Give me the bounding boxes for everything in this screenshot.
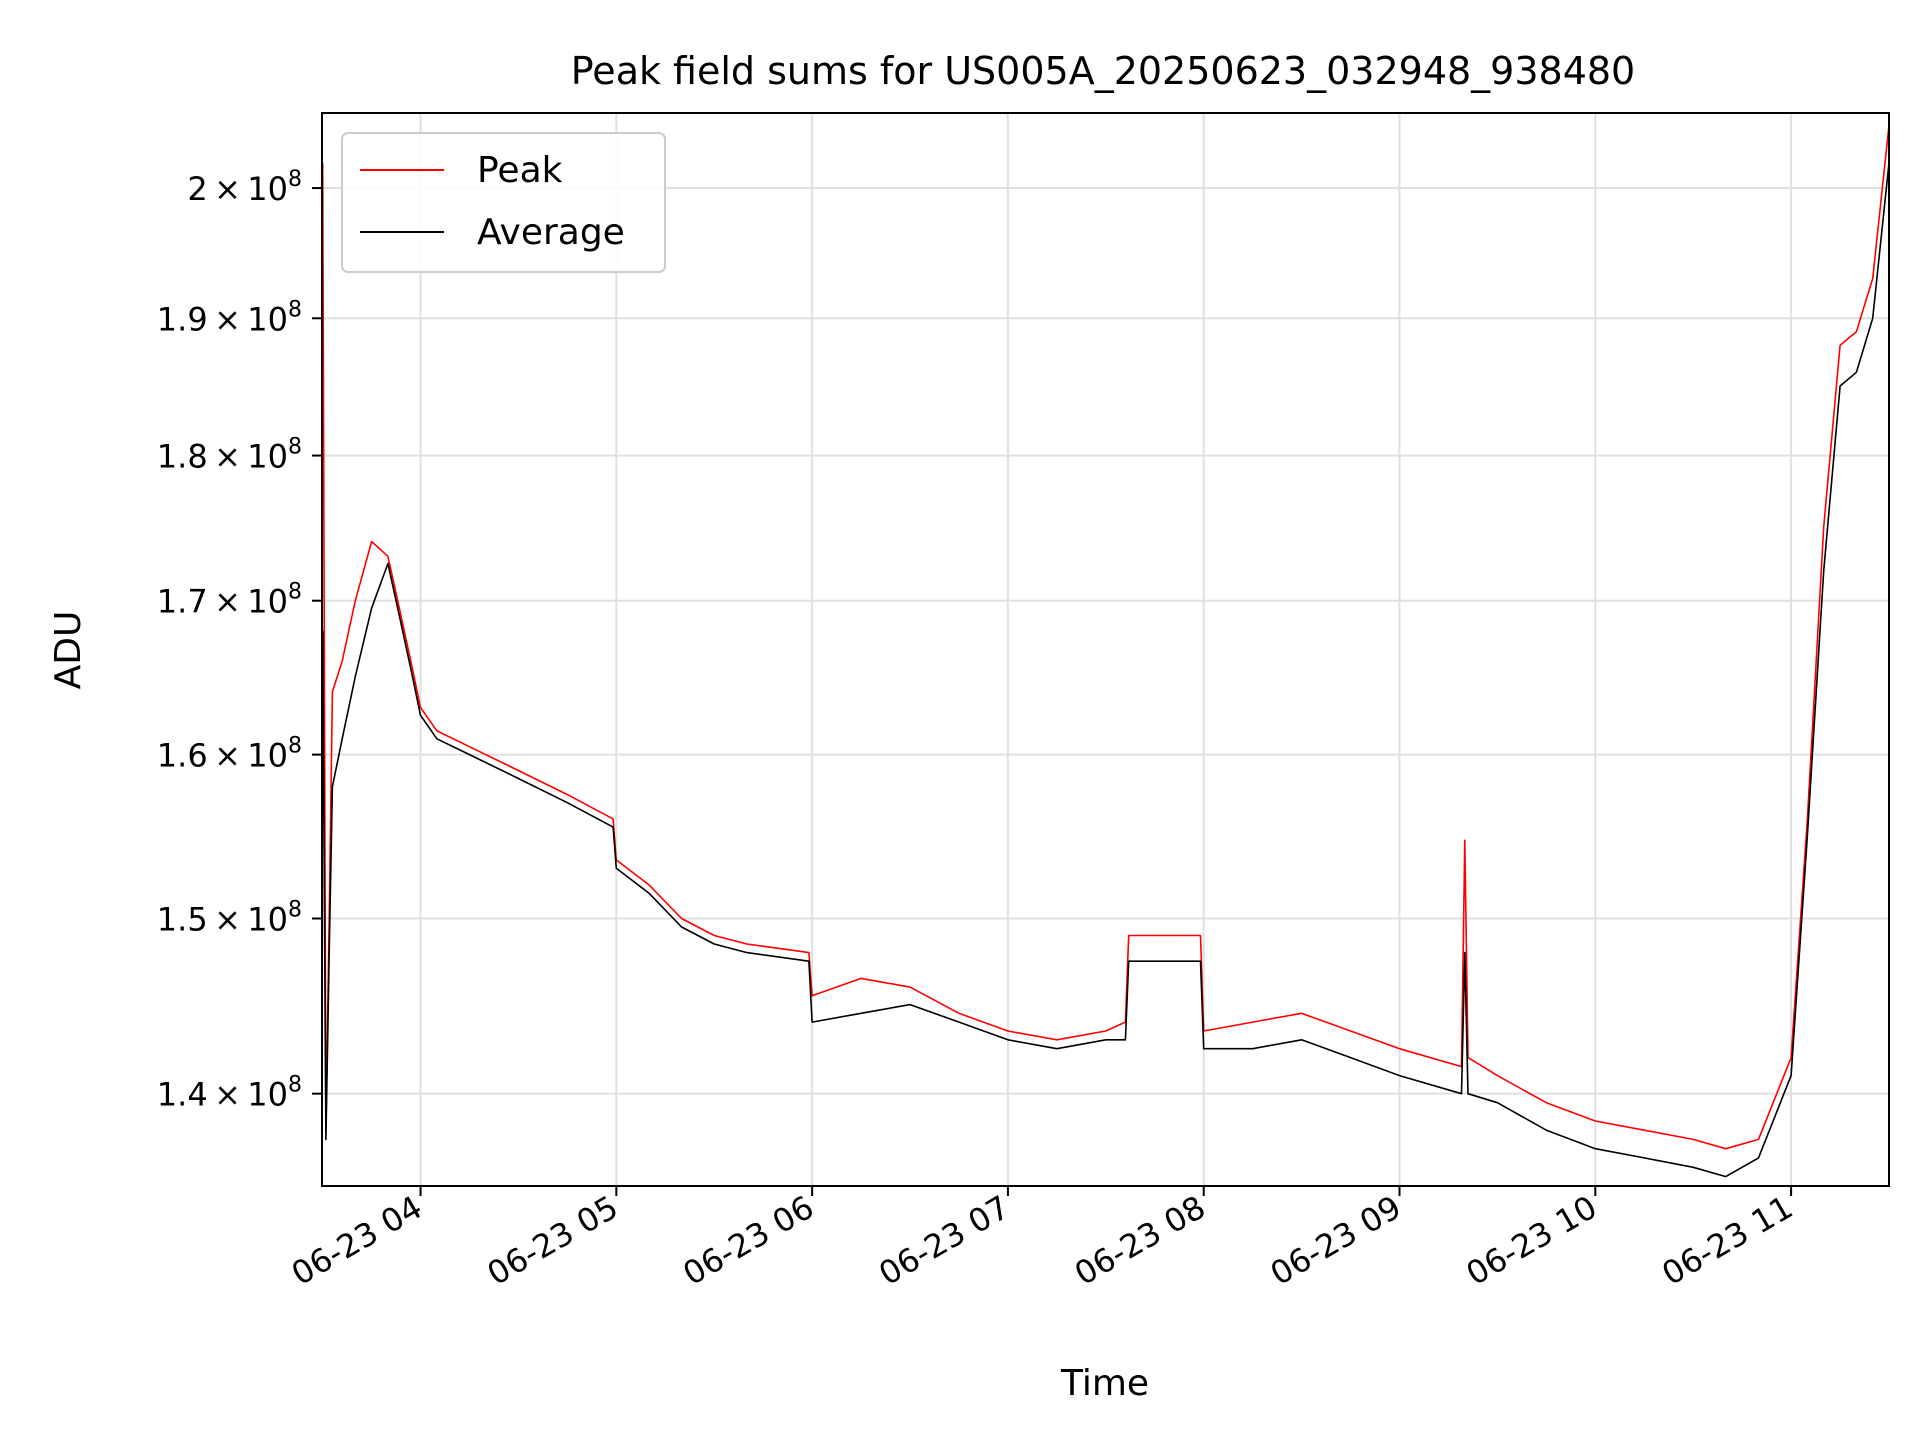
- y-tick-label: 1.9 × 108: [157, 297, 302, 338]
- y-tick-base: 10: [247, 170, 288, 208]
- y-tick-times: ×: [208, 900, 248, 938]
- y-tick-times: ×: [208, 300, 248, 338]
- y-tick-mantissa: 1.9: [157, 300, 208, 338]
- legend-box: [341, 132, 666, 273]
- y-tick-exponent: 8: [288, 897, 302, 922]
- series-layer: [321, 125, 1890, 1178]
- y-tick-base: 10: [247, 583, 288, 621]
- y-tick-base: 10: [247, 737, 288, 775]
- y-tick-mantissa: 1.6: [157, 737, 208, 775]
- legend-label-average: Average: [477, 212, 625, 253]
- y-tick-label: 1.8 × 108: [157, 435, 302, 476]
- y-tick-base: 10: [247, 1076, 288, 1114]
- y-tick-exponent: 8: [288, 734, 302, 759]
- series-line-peak: [321, 125, 1890, 1150]
- y-tick-label: 1.5 × 108: [157, 897, 302, 938]
- y-tick-label: 1.4 × 108: [157, 1073, 302, 1114]
- y-tick-exponent: 8: [288, 1073, 302, 1098]
- y-tick-times: ×: [208, 438, 248, 476]
- y-tick-base: 10: [247, 900, 288, 938]
- y-tick-label: 1.6 × 108: [157, 734, 302, 775]
- y-axis-label: ADU: [48, 611, 89, 690]
- plot-frame: [321, 112, 1890, 1187]
- y-tick-exponent: 8: [288, 435, 302, 460]
- y-tick-mantissa: 1.7: [157, 583, 208, 621]
- legend-label-peak: Peak: [477, 150, 563, 191]
- y-tick-times: ×: [208, 583, 248, 621]
- y-tick-exponent: 8: [288, 580, 302, 605]
- chart-title: Peak field sums for US005A_20250623_0329…: [571, 49, 1635, 93]
- y-tick-mantissa: 2: [187, 170, 207, 208]
- y-tick-mantissa: 1.4: [157, 1076, 208, 1114]
- y-tick-mantissa: 1.5: [157, 900, 208, 938]
- grid-layer: [322, 113, 1889, 1186]
- y-tick-base: 10: [247, 438, 288, 476]
- y-tick-mantissa: 1.8: [157, 438, 208, 476]
- y-tick-label: 2 × 108: [187, 167, 302, 208]
- y-tick-base: 10: [247, 300, 288, 338]
- x-axis-label: Time: [1060, 1363, 1149, 1404]
- y-tick-times: ×: [208, 737, 248, 775]
- legend: Peak Average: [341, 132, 666, 273]
- series-line-average: [321, 162, 1890, 1178]
- y-tick-times: ×: [208, 1076, 248, 1114]
- y-tick-exponent: 8: [288, 297, 302, 322]
- y-tick-times: ×: [208, 170, 248, 208]
- y-tick-exponent: 8: [288, 167, 302, 192]
- y-tick-label: 1.7 × 108: [157, 580, 302, 621]
